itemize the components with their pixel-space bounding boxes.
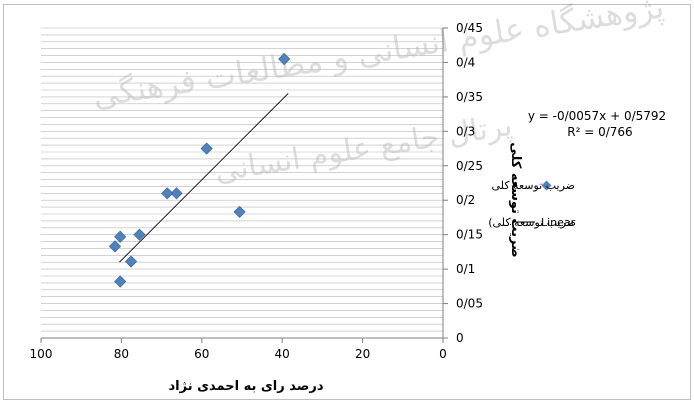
- x-tick-label: 80: [114, 347, 129, 361]
- data-point: [108, 240, 122, 253]
- legend: ضریب توسعه کلی Linear ضریب توسعه کلی): [488, 179, 576, 229]
- y-tick-label: 0/35: [456, 90, 483, 104]
- y-tick-label: 0/15: [456, 228, 483, 242]
- y-tick-label: 0/25: [456, 159, 483, 173]
- data-point: [233, 205, 246, 219]
- x-tick-label: 60: [194, 347, 209, 361]
- y-tick-label: 0/2: [456, 193, 475, 207]
- x-tick-label: 40: [275, 347, 290, 361]
- legend-marker-diamond: [541, 180, 552, 191]
- data-point: [124, 255, 138, 268]
- data-point: [114, 275, 127, 288]
- data-point: [170, 187, 183, 200]
- x-tick-label: 20: [355, 347, 370, 361]
- watermark-line-1: پژوهشگاه علوم انسانی و مطالعات فرهنگی: [90, 0, 667, 115]
- trendline-equation: y = -0/0057x + 0/5792: [528, 109, 666, 123]
- data-point: [161, 187, 174, 200]
- watermark: پژوهشگاه علوم انسانی و مطالعات فرهنگی پر…: [90, 0, 667, 189]
- y-tick-label: 0/3: [456, 124, 475, 138]
- legend-series-label: ضریب توسعه کلی: [492, 179, 575, 192]
- y-tick-labels: 0 0/05 0/1 0/15 0/2 0/25 0/3 0/35 0/4 0/45: [456, 21, 483, 345]
- watermark-line-2: پرتال جامع علوم انسانی: [212, 108, 514, 190]
- x-tick-label: 0: [439, 347, 447, 361]
- y-tick-label: 0/45: [456, 21, 483, 35]
- y-tick-label: 0/1: [456, 262, 475, 276]
- x-axis-title: درصد رای به احمدی نژاد: [168, 379, 323, 394]
- legend-trendline-label: ضریب توسعه کلی): [488, 216, 576, 229]
- data-point: [200, 142, 213, 155]
- legend-trendline-suffix: Linear: [541, 216, 576, 229]
- x-tick-label: 100: [30, 347, 53, 361]
- data-point: [114, 230, 127, 243]
- trendline: [119, 93, 289, 263]
- y-tick-label: 0: [456, 331, 464, 345]
- trendline-r-squared: R² = 0/766: [567, 125, 632, 139]
- y-tick-label: 0/05: [456, 297, 483, 311]
- gridlines: [41, 27, 443, 332]
- trendline-group: [119, 93, 289, 263]
- x-tick-labels: 100 80 60 40 20 0: [30, 347, 447, 361]
- data-points: [108, 52, 291, 288]
- data-point: [278, 52, 291, 66]
- y-axis-title: ضریب توسعه کلی: [508, 142, 523, 257]
- y-tick-label: 0/4: [456, 55, 475, 69]
- data-point: [133, 228, 146, 241]
- axes: [40, 27, 448, 343]
